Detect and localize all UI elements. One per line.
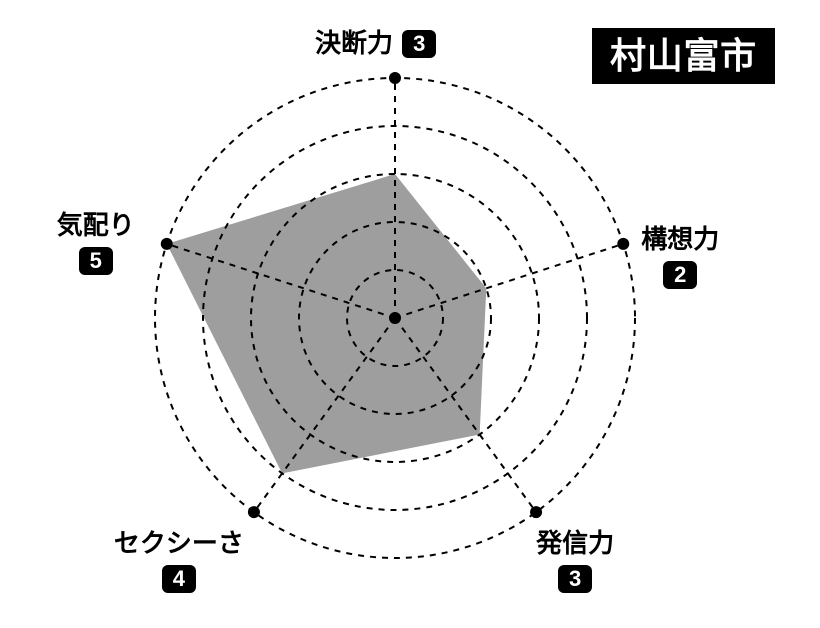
radar-axis-node bbox=[248, 506, 260, 518]
axis-score-badge: 4 bbox=[162, 565, 196, 593]
axis-label-text: 発信力 bbox=[536, 528, 614, 558]
radar-axis-node bbox=[617, 238, 629, 250]
radar-axis-node bbox=[161, 238, 173, 250]
axis-label-3: セクシーさ 4 bbox=[114, 526, 244, 596]
chart-title: 村山富市 bbox=[592, 28, 775, 84]
axis-label-4: 気配り 5 bbox=[57, 208, 135, 278]
axis-label-1: 構想力 2 bbox=[641, 222, 719, 292]
axis-score-badge: 3 bbox=[402, 30, 436, 58]
radar-data-area bbox=[167, 174, 487, 473]
axis-score-badge: 2 bbox=[663, 261, 697, 289]
axis-label-text: 決断力 bbox=[315, 28, 393, 58]
axis-score-badge: 5 bbox=[79, 247, 113, 275]
axis-label-text: 気配り bbox=[57, 210, 135, 240]
axis-label-0: 決断力 3 bbox=[315, 26, 438, 61]
radar-center-node bbox=[389, 312, 401, 324]
radar-axis-node bbox=[530, 506, 542, 518]
axis-label-2: 発信力 3 bbox=[536, 526, 614, 596]
axis-label-text: セクシーさ bbox=[114, 528, 244, 558]
radar-chart-container: 村山富市 決断力 3 構想力 2 発信力 3 セクシーさ 4 気配り 5 bbox=[0, 0, 820, 628]
axis-score-badge: 3 bbox=[558, 565, 592, 593]
radar-axis-node bbox=[389, 72, 401, 84]
axis-label-text: 構想力 bbox=[641, 224, 719, 254]
